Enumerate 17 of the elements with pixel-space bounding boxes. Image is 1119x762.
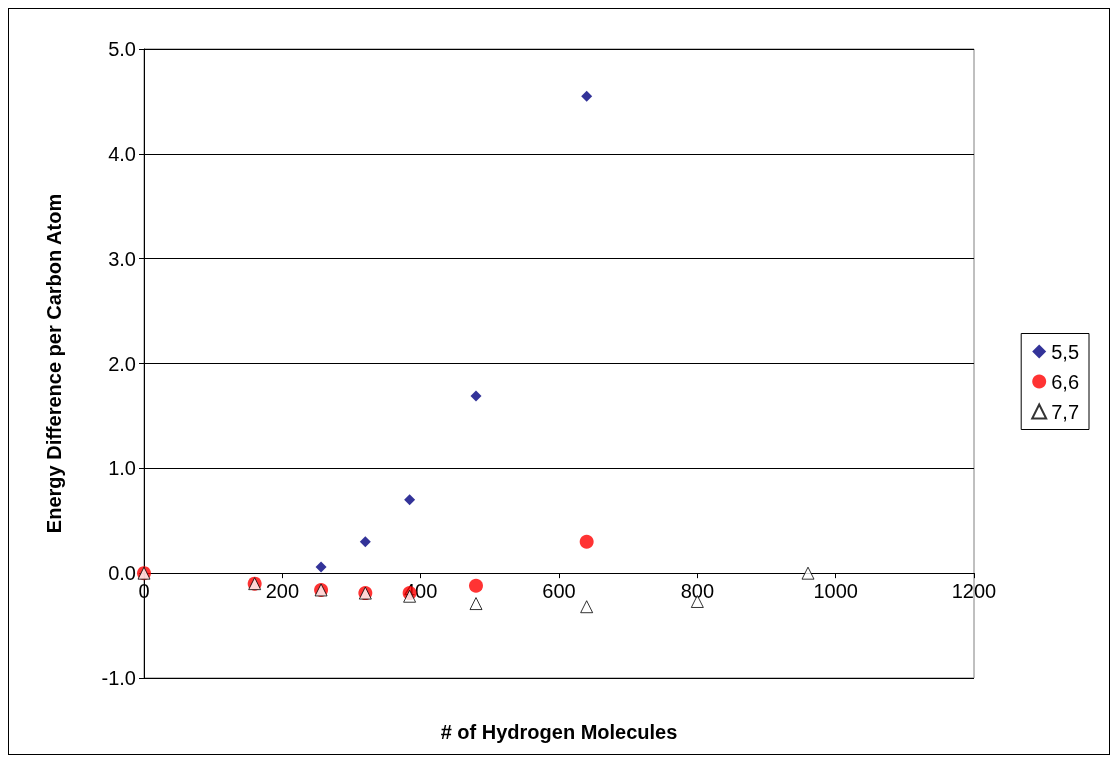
x-tick-label: 1200 bbox=[951, 580, 997, 603]
y-axis-title: Energy Difference per Carbon Atom bbox=[43, 193, 65, 534]
x-axis-title: # of Hydrogen Molecules bbox=[440, 721, 678, 743]
legend-label: 5,5 bbox=[1051, 340, 1080, 363]
legend-label: 7,7 bbox=[1051, 400, 1080, 423]
y-tick-label: -1.0 bbox=[101, 667, 136, 689]
y-tick-label: 0.0 bbox=[108, 562, 136, 585]
y-tick-label: 1.0 bbox=[108, 457, 136, 480]
x-tick-label: 800 bbox=[680, 580, 715, 603]
y-tick-label: 5.0 bbox=[108, 38, 136, 60]
y-tick-label: 2.0 bbox=[108, 352, 136, 375]
y-tick-label: 4.0 bbox=[108, 142, 136, 165]
legend-label: 6,6 bbox=[1051, 370, 1080, 393]
x-tick-label: 200 bbox=[265, 580, 300, 603]
x-tick-label: 1000 bbox=[813, 580, 858, 603]
x-tick-label: 600 bbox=[542, 580, 576, 603]
y-tick-label: 3.0 bbox=[108, 247, 136, 270]
